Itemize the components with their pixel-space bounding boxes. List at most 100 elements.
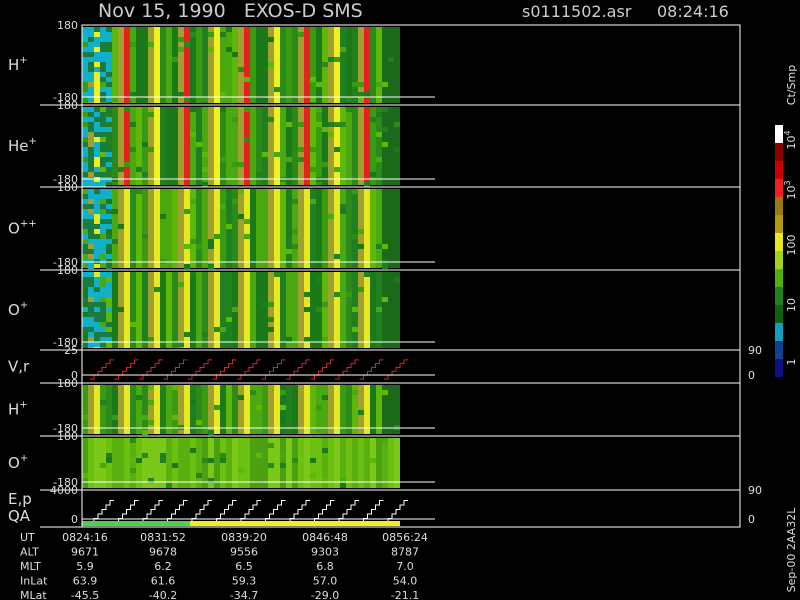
- spectrogram-column: [196, 27, 202, 103]
- spectrogram-cell: [136, 395, 142, 400]
- spectrogram-column: [142, 438, 148, 488]
- spectrogram-column: [82, 385, 88, 434]
- spectrogram-cell: [190, 448, 196, 453]
- spectrogram-column: [160, 27, 166, 103]
- label-text: O: [8, 454, 20, 472]
- spectrogram-cell: [298, 157, 304, 162]
- spectrogram-column: [214, 189, 220, 268]
- spectrogram-column: [388, 438, 394, 488]
- spectrogram-cell: [334, 254, 340, 259]
- spectrogram-cell: [376, 132, 382, 137]
- spectrogram-cell: [106, 307, 112, 312]
- spectrogram-cell: [196, 473, 202, 478]
- table-cell: 6.8: [316, 560, 334, 573]
- spectrogram-column: [178, 27, 184, 103]
- spectrogram-cell: [208, 458, 214, 463]
- spectrogram-cell: [322, 395, 328, 400]
- spectrogram-cell: [94, 287, 100, 292]
- spectrogram-cell: [148, 400, 154, 405]
- spectrogram-column: [172, 27, 178, 103]
- spectrogram-column: [136, 189, 142, 268]
- spectrogram-cell: [316, 307, 322, 312]
- spectrogram-cell: [190, 272, 196, 277]
- spectrogram-cell: [316, 405, 322, 410]
- colorbar-step: [775, 251, 783, 269]
- spectrogram-column: [220, 107, 226, 185]
- spectrogram-column: [184, 272, 190, 348]
- spectrogram-cell: [106, 209, 112, 214]
- spectrogram-cell: [82, 152, 88, 157]
- spectrogram-cell: [226, 317, 232, 322]
- panel-label: O++: [8, 219, 37, 238]
- spectrogram-cell: [106, 194, 112, 199]
- spectrogram-column: [214, 27, 220, 103]
- spectrogram-cell: [88, 152, 94, 157]
- spectrogram-cell: [82, 224, 88, 229]
- spectrogram-cell: [196, 420, 202, 425]
- spectrogram-cell: [310, 287, 316, 292]
- spectrogram-cell: [100, 189, 106, 194]
- spectrogram-column: [190, 27, 196, 103]
- spectrogram-column: [226, 385, 232, 434]
- spectrogram-column: [346, 107, 352, 185]
- spectrogram-cell: [106, 87, 112, 92]
- spectrogram-cell: [100, 92, 106, 97]
- spectrogram-column: [232, 27, 238, 103]
- spectrogram-column: [382, 189, 388, 268]
- label-sup: +: [19, 55, 27, 66]
- spectrogram-cell: [178, 37, 184, 42]
- spectrogram-column: [238, 272, 244, 348]
- tick-top: 180: [57, 264, 78, 277]
- spectrogram-cell: [94, 302, 100, 307]
- spectrogram-cell: [100, 172, 106, 177]
- spectrogram-cell: [94, 254, 100, 259]
- tick-bottom: -180: [53, 173, 78, 186]
- spectrogram-cell: [310, 473, 316, 478]
- spectrogram-column: [202, 27, 208, 103]
- spectrogram-cell: [142, 234, 148, 239]
- colorbar-base: 10: [785, 136, 798, 150]
- footer: Sep-00 2AA32L: [785, 507, 798, 593]
- spectrogram-cell: [106, 127, 112, 132]
- spectrogram-cell: [94, 194, 100, 199]
- spectrogram-column: [238, 107, 244, 185]
- spectrogram-cell: [100, 87, 106, 92]
- spectrogram-cell: [88, 112, 94, 117]
- spectrogram-cell: [118, 307, 124, 312]
- spectrogram-cell: [100, 142, 106, 147]
- spectrogram-column: [124, 438, 130, 488]
- spectrogram-cell: [106, 214, 112, 219]
- spectrogram-column: [166, 438, 172, 488]
- colorbar-label: 103: [783, 180, 798, 199]
- spectrogram-cell: [376, 112, 382, 117]
- table-cell: 0831:52: [140, 531, 186, 544]
- spectrogram-column: [226, 438, 232, 488]
- spectrogram-cell: [214, 234, 220, 239]
- spectrogram-column: [262, 189, 268, 268]
- spectrogram-cell: [94, 282, 100, 287]
- spectrogram-column: [202, 385, 208, 434]
- spectrogram-cell: [316, 277, 322, 282]
- spectrogram-cell: [94, 297, 100, 302]
- spectrogram-column: [244, 385, 250, 434]
- spectrogram-cell: [88, 224, 94, 229]
- spectrogram-cell: [160, 458, 166, 463]
- trace: [188, 359, 212, 380]
- spectrogram-cell: [94, 322, 100, 327]
- spectrogram-column: [178, 438, 184, 488]
- spectrogram-cell: [88, 182, 94, 187]
- spectrogram-cell: [322, 162, 328, 167]
- spectrogram-column: [262, 107, 268, 185]
- spectrogram-cell: [100, 249, 106, 254]
- spectrogram-column: [130, 107, 136, 185]
- spectrogram-cell: [106, 337, 112, 342]
- qa-bar: [82, 521, 190, 526]
- spectrogram-column: [190, 438, 196, 488]
- spectrogram-cell: [184, 97, 190, 102]
- spectrogram-cell: [106, 272, 112, 277]
- spectrogram-column: [346, 27, 352, 103]
- spectrogram-column: [310, 385, 316, 434]
- spectrogram-cell: [130, 92, 136, 97]
- spectrogram-column: [364, 27, 370, 103]
- spectrogram-cell: [88, 57, 94, 62]
